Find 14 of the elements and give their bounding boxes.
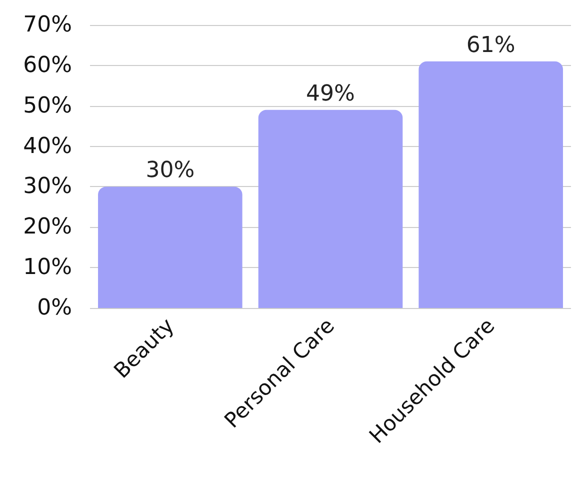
y-tick-label: 60% bbox=[23, 52, 72, 78]
y-tick-label: 0% bbox=[37, 296, 72, 320]
data-label: 30% bbox=[146, 158, 195, 184]
y-tick-label: 40% bbox=[23, 134, 72, 159]
data-label: 61% bbox=[466, 32, 516, 58]
y-tick-label: 10% bbox=[23, 255, 72, 280]
bar bbox=[418, 61, 563, 308]
y-tick-label: 30% bbox=[23, 174, 72, 200]
bar bbox=[98, 186, 242, 308]
y-tick-label: 20% bbox=[23, 214, 72, 240]
bar bbox=[258, 110, 403, 308]
data-label: 49% bbox=[306, 81, 355, 106]
y-tick-label: 70% bbox=[23, 12, 72, 38]
y-tick-label: 50% bbox=[23, 93, 72, 118]
